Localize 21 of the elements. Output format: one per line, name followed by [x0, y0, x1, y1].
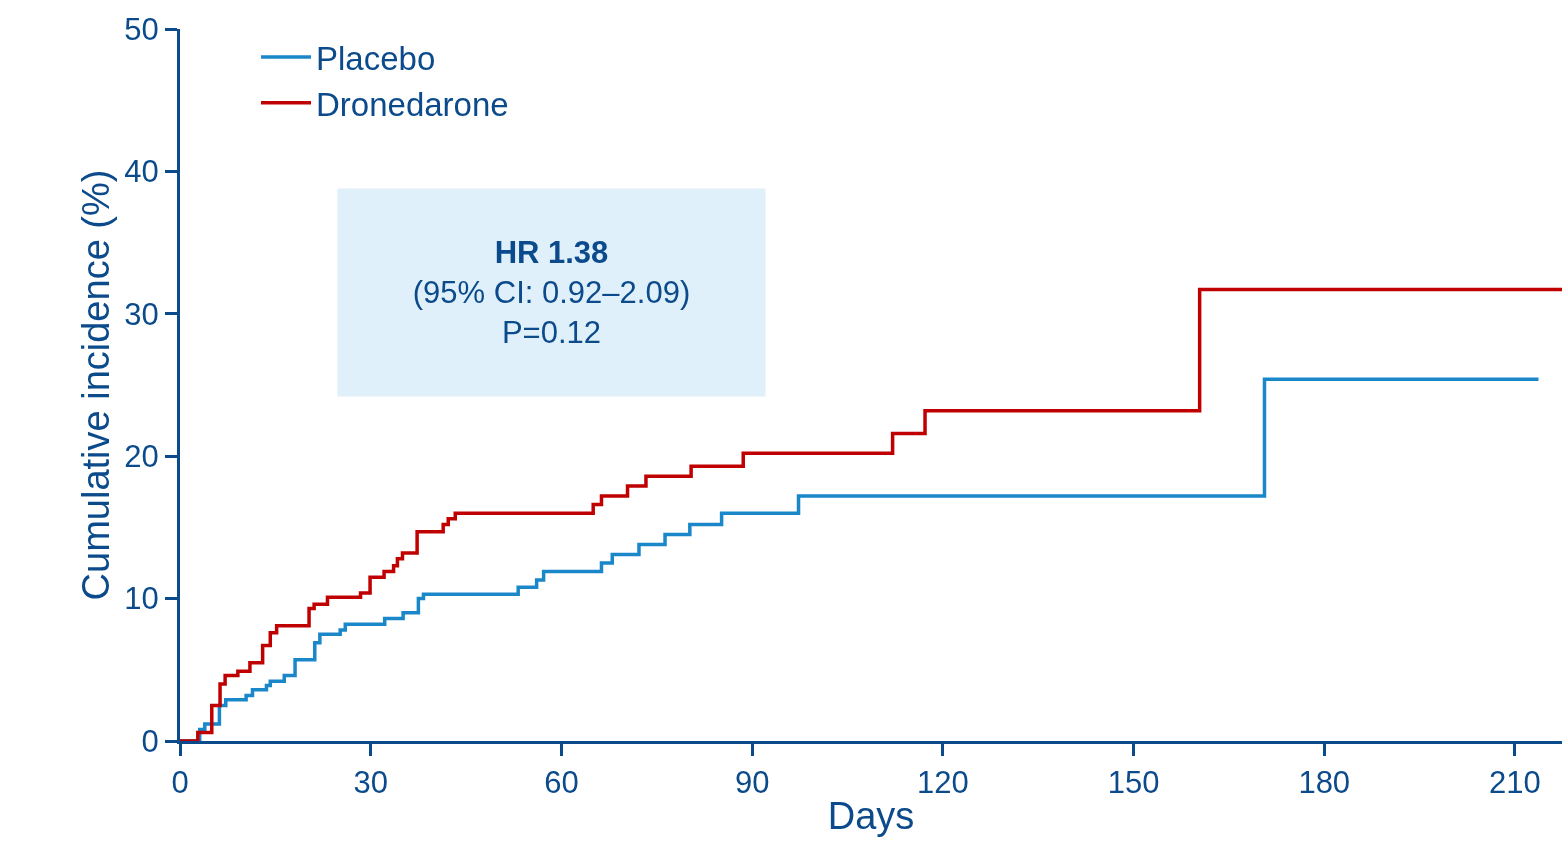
x-axis-title: Days: [827, 795, 915, 838]
x-tick-label: 90: [734, 765, 770, 801]
y-tick-label: 10: [124, 581, 159, 617]
annotation: (95% CI: 0.92–2.09): [412, 275, 691, 310]
y-tick-label: 20: [124, 439, 159, 475]
y-axis-title: Cumulative incidence (%): [74, 169, 117, 601]
annotation: HR 1.38: [494, 234, 609, 270]
y-tick-label: 40: [124, 154, 159, 190]
x-tick-label: 150: [1107, 765, 1160, 801]
legend-label: Placebo: [316, 39, 436, 77]
y-tick-label: 50: [124, 11, 159, 47]
x-tick-label: 60: [544, 765, 579, 801]
x-tick-label: 30: [353, 765, 388, 801]
x-tick-label: 120: [916, 765, 969, 801]
annotation: P=0.12: [501, 315, 602, 351]
x-tick-label: 210: [1489, 765, 1541, 801]
y-tick-label: 0: [141, 723, 159, 759]
legend-label: Dronedarone: [316, 85, 509, 123]
x-tick-label: 180: [1298, 765, 1351, 801]
y-tick-label: 30: [124, 296, 159, 332]
x-tick-label: 0: [171, 765, 189, 801]
